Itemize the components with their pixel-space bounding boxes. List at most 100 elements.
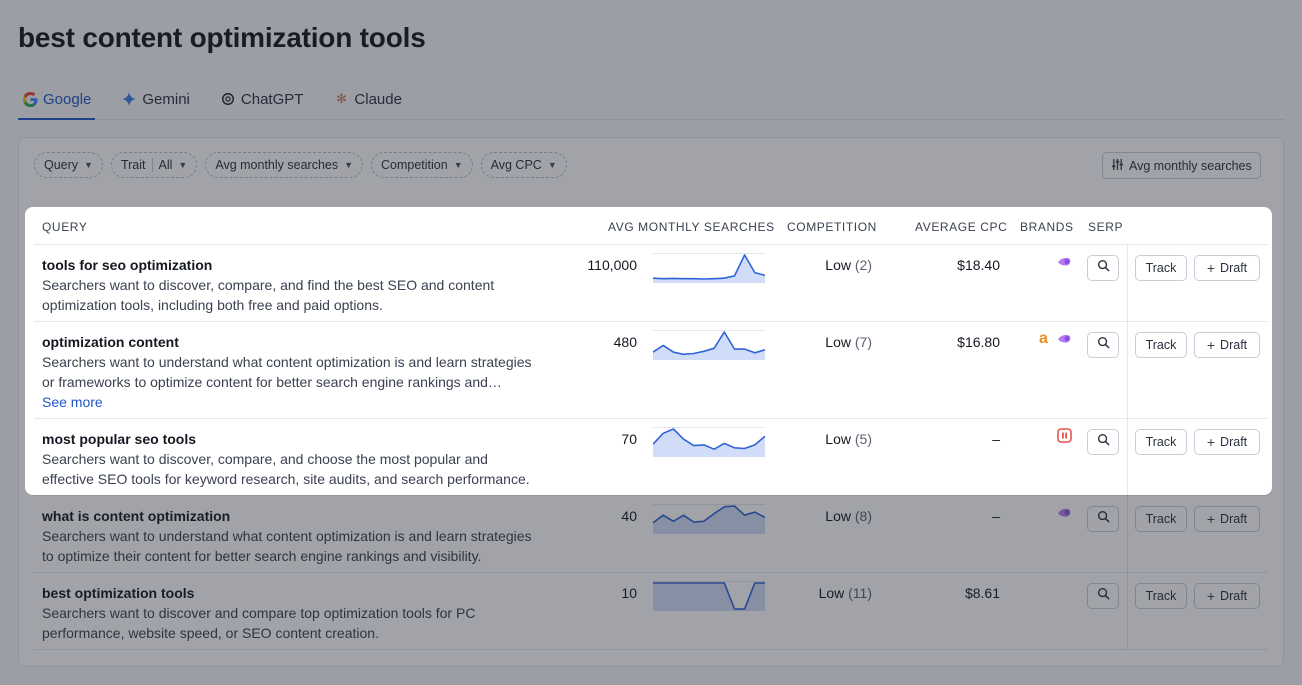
trait-filter[interactable]: Trait All ▼ [110,152,198,178]
query-description-line: Searchers want to understand what conten… [42,528,532,544]
filter-bar: Query ▼ Trait All ▼ Avg monthly searches ▼ C… [34,152,567,178]
trend-line [652,331,766,356]
avg-monthly-searches-value: 110,000 [587,257,637,273]
average-cpc-value: $18.40 [957,257,1000,273]
query-title[interactable]: most popular seo tools [42,431,197,447]
query-title[interactable]: what is content optimization [42,508,231,524]
average-cpc-value: $16.80 [957,334,1000,350]
query-description: Searchers want to discover and compare t… [42,603,572,643]
table-row[interactable]: tools for seo optimization Searchers want… [34,245,1268,322]
table-row[interactable]: optimization content Searchers want to un… [34,322,1268,419]
column-divider [1127,496,1128,572]
draft-button[interactable]: + Draft [1194,506,1260,532]
chip-value: All [151,158,172,172]
search-trend-sparkline [652,427,766,462]
serp-button[interactable] [1087,583,1119,609]
chip-label: Avg monthly searches [215,158,339,172]
tab-claude[interactable]: ✻ Claude [329,80,406,118]
competition-count: (5) [854,431,872,447]
col-average-cpc[interactable]: Average CPC [915,220,1008,234]
competition-filter[interactable]: Competition ▼ [371,152,473,178]
query-cell: best optimization tools Searchers want to… [42,584,572,643]
tab-chatgpt[interactable]: ChatGPT [216,80,308,118]
draft-button[interactable]: + Draft [1194,255,1260,281]
gemini-icon [121,91,137,107]
search-trend-sparkline [652,253,766,288]
query-title[interactable]: best optimization tools [42,585,195,601]
average-cpc-value: $8.61 [964,585,1000,601]
table-row[interactable]: what is content optimization Searchers wa… [34,496,1268,573]
avg-monthly-searches-value: 70 [621,431,637,447]
draft-button[interactable]: + Draft [1194,332,1260,358]
tab-label: Claude [354,90,402,108]
competition-value: Low (2) [734,257,872,273]
chip-label: Query [44,158,79,172]
table-header: Query Avg monthly searches Competition A… [34,207,1268,245]
track-button[interactable]: Track [1135,583,1187,609]
track-button[interactable]: Track [1135,255,1187,281]
table-row[interactable]: best optimization tools Searchers want to… [34,573,1268,650]
query-description-line: to optimize their content for better sea… [42,548,482,564]
col-competition[interactable]: Competition [787,220,877,234]
serp-button[interactable] [1087,429,1119,455]
sort-button[interactable]: Avg monthly searches [1102,152,1261,179]
query-description: Searchers want to understand what conten… [42,352,572,392]
plus-icon: + [1206,337,1216,353]
purple-brand-icon [1057,505,1072,520]
highlighted-table: Query Avg monthly searches Competition A… [34,207,1268,495]
query-title[interactable]: tools for seo optimization [42,257,213,273]
serp-button[interactable] [1087,255,1119,281]
search-icon [1097,587,1110,605]
competition-value: Low (5) [734,431,872,447]
search-trend-sparkline [653,581,765,616]
track-button[interactable]: Track [1135,506,1187,532]
avg-monthly-searches-filter[interactable]: Avg monthly searches ▼ [205,152,364,178]
plus-icon: + [1206,260,1216,276]
chip-label: Competition [381,158,448,172]
search-icon [1097,259,1110,277]
query-cell: tools for seo optimization Searchers want… [42,256,572,315]
col-avg-monthly-searches[interactable]: Avg monthly searches [608,220,775,234]
draft-button[interactable]: + Draft [1194,429,1260,455]
tab-label: ChatGPT [240,90,304,108]
query-description-line: effective SEO tools for keyword research… [42,471,530,487]
sort-label: Avg monthly searches [1129,158,1252,173]
search-trend-sparkline [652,504,766,539]
table-row[interactable]: most popular seo tools Searchers want to … [34,419,1268,495]
track-button[interactable]: Track [1135,332,1187,358]
chevron-down-icon: ▼ [547,160,557,170]
query-cell: optimization content Searchers want to un… [42,333,572,412]
serp-button[interactable] [1087,506,1119,532]
plus-icon: + [1206,511,1216,527]
query-filter[interactable]: Query ▼ [34,152,103,178]
tab-google[interactable]: Google [18,80,96,120]
query-description-line: or frameworks to optimize content for be… [42,374,502,390]
trend-line [652,254,766,280]
search-icon [1097,433,1110,451]
draft-label: Draft [1220,589,1248,603]
draft-button[interactable]: + Draft [1194,583,1260,609]
purple-brand-icon [1057,331,1072,346]
page-title: best content optimization tools [18,22,426,53]
avg-cpc-filter[interactable]: Avg CPC ▼ [480,152,567,178]
source-tabs: Google Gemini ChatGPT ✻ Claude [18,80,1284,120]
brands-cell [1024,428,1072,443]
draft-label: Draft [1220,261,1248,275]
search-icon [1097,336,1110,354]
trend-area [653,429,765,457]
query-title[interactable]: optimization content [42,334,179,350]
search-icon [1097,510,1110,528]
plus-icon: + [1206,434,1216,450]
tab-gemini[interactable]: Gemini [117,80,194,118]
query-description-line: Searchers want to understand what conten… [42,354,532,370]
see-more-link[interactable]: See more [42,394,103,410]
col-query: Query [42,220,88,234]
query-description-line: Searchers want to discover, compare, and… [42,277,495,293]
column-divider [1127,322,1128,418]
plus-icon: + [1206,588,1216,604]
serp-button[interactable] [1087,332,1119,358]
track-button[interactable]: Track [1135,429,1187,455]
query-description-line: Searchers want to discover and compare t… [42,605,476,621]
search-trend-sparkline [652,330,766,365]
competition-value: Low (11) [734,585,872,601]
